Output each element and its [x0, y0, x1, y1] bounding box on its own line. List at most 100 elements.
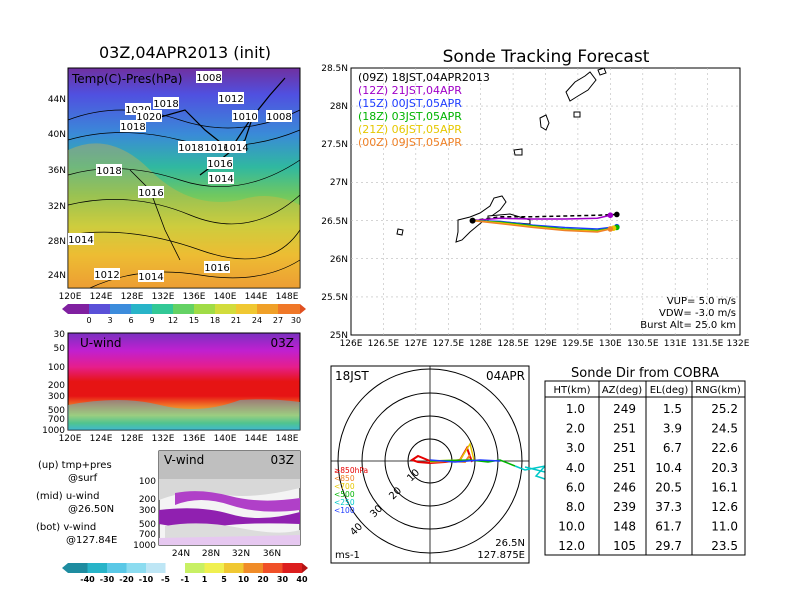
note-mid-level: @26.50N — [68, 504, 114, 515]
colorbar-label: 5 — [221, 575, 227, 584]
table-cell: 251 — [613, 461, 636, 475]
table-cell: 24.5 — [711, 422, 738, 436]
svg-text:1014: 1014 — [208, 174, 233, 185]
table-cell: 25.2 — [711, 402, 738, 416]
isobar-label: 1020 — [136, 110, 162, 123]
isobar-label: 1012 — [218, 92, 244, 105]
lat-label: 27N — [330, 178, 348, 188]
level-label: <100 — [334, 506, 355, 515]
pressure-label: 30 — [54, 330, 66, 340]
lat-label: 24N — [172, 549, 190, 559]
colorbar-label: -40 — [80, 575, 95, 584]
column-header: EL(deg) — [650, 385, 689, 396]
table-cell: 16.1 — [711, 480, 738, 494]
vwind-title: V-wind — [164, 453, 204, 467]
column-header: RNG(km) — [695, 385, 741, 396]
lat-label: 44N — [48, 95, 66, 105]
isobar-label: 1016 — [204, 261, 230, 274]
svg-text:1010: 1010 — [232, 112, 257, 123]
colorbar-label: 6 — [128, 316, 133, 325]
lat-label: 32N — [48, 202, 66, 212]
lat-label: 40N — [48, 130, 66, 140]
legend-entry: (09Z) 18JST,04APR2013 — [358, 71, 490, 84]
isobar-label: 1012 — [94, 268, 120, 281]
colorbar-label: 24 — [252, 316, 262, 325]
table-cell: 246 — [613, 480, 636, 494]
pressure-label: 500 — [139, 520, 156, 530]
lat-label: 28.5N — [321, 64, 348, 74]
svg-text:1018: 1018 — [153, 99, 178, 110]
column-header: HT(km) — [554, 385, 591, 396]
isobar-label: 1014 — [208, 172, 234, 185]
lat-label: 28N — [330, 102, 348, 112]
table-cell: 251 — [613, 422, 636, 436]
svg-text:1018: 1018 — [120, 122, 145, 133]
hodo-time: 18JST — [335, 369, 369, 383]
level-label: <250 — [334, 498, 355, 507]
track-endpoint — [607, 212, 614, 219]
table-cell: 6.7 — [663, 441, 682, 455]
lat-label: 26.5N — [321, 217, 348, 227]
tracking-plot — [350, 67, 741, 336]
uwind-title: U-wind — [80, 336, 121, 350]
lon-label: 127E — [404, 339, 427, 349]
svg-text:1016: 1016 — [204, 143, 229, 154]
svg-text:1012: 1012 — [94, 270, 119, 281]
table-cell: 249 — [613, 402, 636, 416]
table-cell: 105 — [613, 539, 636, 553]
pressure-label: 200 — [48, 381, 65, 391]
vwind-colorbar-labels: -40 -30 -20 -10 -5 -1 1 5 10 20 30 40 — [80, 575, 308, 584]
hodograph — [330, 365, 559, 564]
colorbar-label: 27 — [273, 316, 283, 325]
lon-label: 126E — [340, 339, 363, 349]
table-cell: 1.0 — [566, 402, 585, 416]
svg-text:1012: 1012 — [218, 94, 243, 105]
isobar-label: 1016 — [204, 141, 230, 154]
lat-label: 28N — [48, 237, 66, 247]
table-cell: 20.3 — [711, 461, 738, 475]
track-line — [472, 214, 611, 222]
uwind-plot — [67, 332, 301, 431]
note-up: (up) tmp+pres — [38, 460, 112, 471]
temp-colorbar-labels: 0 3 6 9 12 15 18 21 24 27 30 — [86, 316, 301, 325]
lat-label: 25N — [330, 331, 348, 341]
lat-label: 25.5N — [321, 293, 348, 303]
lon-label: 128.5E — [497, 339, 529, 349]
lon-label: 132E — [152, 292, 175, 302]
map-lat-labels: 24N 28N 32N 36N 40N 44N — [48, 95, 66, 281]
table-cell: 4.0 — [566, 461, 585, 475]
table-cell: 12.6 — [711, 500, 738, 514]
colorbar-label: 30 — [291, 316, 301, 325]
lon-label: 130E — [599, 339, 622, 349]
table-cell: 251 — [613, 441, 636, 455]
svg-text:1008: 1008 — [196, 73, 221, 84]
lat-label: 36N — [48, 166, 66, 176]
table-cell: 10.4 — [655, 461, 682, 475]
launch-point — [469, 217, 476, 224]
colorbar-label: 12 — [168, 316, 178, 325]
lat-label: 28N — [202, 549, 220, 559]
svg-text:1016: 1016 — [204, 263, 229, 274]
hodo-level-legend: ≥850hPa <850 <700 <500 <250 <100 — [334, 466, 368, 515]
isobar-label: 1014 — [223, 141, 249, 154]
tracking-y-labels: 25N 25.5N 26N 26.5N 27N 27.5N 28N 28.5N — [321, 64, 348, 341]
table-cell: 61.7 — [655, 520, 682, 534]
lat-label: 27.5N — [321, 140, 348, 150]
colorbar-label: -10 — [139, 575, 154, 584]
svg-text:1016: 1016 — [138, 188, 163, 199]
colorbar-label: 9 — [149, 316, 154, 325]
svg-text:1018: 1018 — [178, 143, 203, 154]
colorbar-label: 3 — [107, 316, 112, 325]
pressure-label: 700 — [48, 415, 65, 425]
cobra-table — [544, 380, 746, 556]
pressure-label: 300 — [48, 392, 65, 402]
table-cell: 1.5 — [663, 402, 682, 416]
table-cell: 29.7 — [655, 539, 682, 553]
svg-text:1014: 1014 — [138, 272, 163, 283]
note-up-level: @surf — [68, 473, 98, 484]
pressure-label: 50 — [54, 344, 66, 354]
column-header: AZ(deg) — [602, 385, 642, 396]
lon-label: 148E — [276, 434, 299, 444]
isobar-label: 1018 — [96, 164, 122, 177]
